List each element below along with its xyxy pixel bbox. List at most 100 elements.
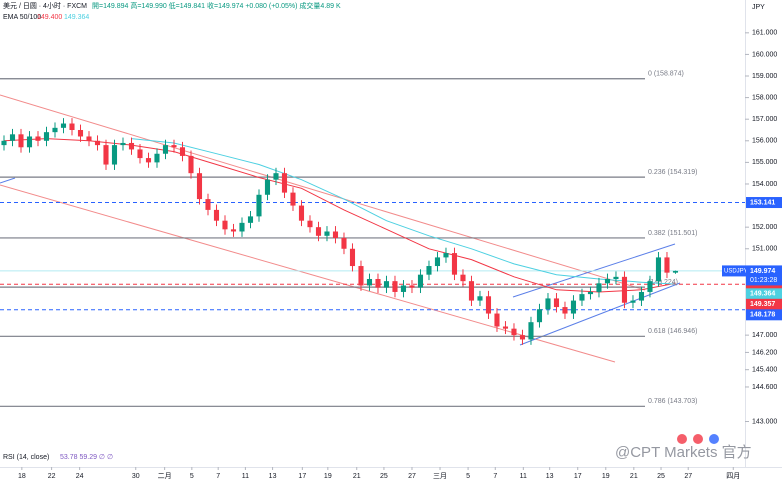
y-tick-label: 147.000 xyxy=(752,332,777,339)
y-tick-label: 158.000 xyxy=(752,94,777,101)
candle-body xyxy=(1,140,7,146)
fib-label: 0 (158.874) xyxy=(648,71,684,78)
icon xyxy=(677,434,687,444)
candle-body xyxy=(290,192,296,206)
y-tick-label: 143.000 xyxy=(752,418,777,425)
rsi-label: RSI (14, close) xyxy=(3,454,49,461)
y-tick-label: 161.000 xyxy=(752,30,777,37)
price-tag xyxy=(746,288,782,300)
candle-body xyxy=(511,328,517,336)
icon xyxy=(709,434,719,444)
candle-body xyxy=(69,123,75,130)
ema-value: 149.364 xyxy=(64,14,89,21)
rsi-values: 53.78 59.29 ∅ ∅ xyxy=(60,454,113,461)
y-tick-label: 159.000 xyxy=(752,73,777,80)
candle-body xyxy=(485,296,492,314)
x-tick-label: 21 xyxy=(353,473,361,480)
candle-body xyxy=(358,266,364,286)
candle-body xyxy=(94,140,101,146)
ema-legend: EMA 50/100 xyxy=(3,14,41,21)
watermark: @CPT Markets 官方 xyxy=(615,444,752,461)
candle-body xyxy=(315,227,322,236)
symbol-tag xyxy=(722,265,746,277)
candle-body xyxy=(451,253,458,275)
candle-body xyxy=(162,145,169,154)
y-tick-label: 154.000 xyxy=(752,181,777,188)
candle-body xyxy=(621,276,628,303)
candle-body xyxy=(383,281,390,288)
x-tick-label: 11 xyxy=(242,473,249,480)
candle-body xyxy=(655,257,662,282)
candle-body xyxy=(392,281,398,292)
candle-body xyxy=(587,291,594,295)
candle-body xyxy=(273,173,279,180)
channel-upper xyxy=(0,94,646,291)
candle-body xyxy=(494,313,500,327)
candle-body xyxy=(502,326,509,329)
x-tick-label: 25 xyxy=(657,473,665,480)
candle-body xyxy=(60,123,67,128)
y-tick-label: 156.000 xyxy=(752,138,777,145)
candle-body xyxy=(417,274,424,288)
countdown: 01:23:28 xyxy=(750,277,777,284)
symbol: 美元 / 日圆 · 4小时 · FXCM xyxy=(3,1,87,10)
candle-body xyxy=(553,298,560,308)
candle-body xyxy=(604,278,611,284)
x-tick-label: 三月 xyxy=(433,472,447,480)
candle-body xyxy=(477,296,483,301)
ema-value: 149.400 xyxy=(37,14,62,21)
x-tick-label: 二月 xyxy=(158,472,172,480)
fib-label: 0.236 (154.319) xyxy=(648,169,697,176)
candle-body xyxy=(179,147,186,156)
candle-body xyxy=(205,199,211,210)
last-price-label: 149.974 xyxy=(750,268,775,275)
y-tick-label: 151.000 xyxy=(752,246,777,253)
candle-body xyxy=(120,142,126,146)
ema-line xyxy=(131,138,676,285)
x-tick-label: 22 xyxy=(48,473,56,480)
x-tick-label: 7 xyxy=(216,473,220,480)
y-tick-label: 145.400 xyxy=(752,367,777,374)
trend-segment xyxy=(0,177,16,184)
candle-body xyxy=(341,237,347,249)
x-tick-label: 7 xyxy=(493,473,497,480)
x-tick-label: 13 xyxy=(546,473,554,480)
x-tick-label: 30 xyxy=(132,473,140,480)
last-price-tag xyxy=(746,265,782,286)
candle-body xyxy=(230,229,237,232)
candle-body xyxy=(18,134,24,148)
candle-body xyxy=(579,294,585,301)
candle-body xyxy=(672,270,679,273)
y-tick-label: 155.000 xyxy=(752,159,777,166)
y-tick-label: 146.200 xyxy=(752,349,777,356)
fib-label: 0.786 (143.703) xyxy=(648,398,697,405)
candle-body xyxy=(222,220,228,230)
x-tick-label: 21 xyxy=(630,473,638,480)
candle-body xyxy=(324,231,330,236)
candle-body xyxy=(638,291,645,301)
x-tick-label: 11 xyxy=(520,473,527,480)
candle-body xyxy=(26,136,33,148)
candle-body xyxy=(332,231,339,238)
candle-body xyxy=(536,309,543,323)
price-tag xyxy=(746,309,782,321)
candle-body xyxy=(128,142,135,150)
candle-body xyxy=(52,127,58,133)
ohlc: 開=149.894 高=149.990 低=149.841 收=149.974 … xyxy=(92,1,341,10)
fib-label: 0.618 (146.946) xyxy=(648,328,697,335)
candle-body xyxy=(443,253,449,258)
y-tick-label: 144.600 xyxy=(752,384,777,391)
candle-body xyxy=(519,335,526,340)
candle-body xyxy=(9,134,16,141)
candle-body xyxy=(375,278,381,288)
candle-body xyxy=(307,220,313,228)
candle-body xyxy=(630,300,636,303)
price-tag-label: 153.141 xyxy=(750,199,775,206)
x-tick-label: 19 xyxy=(602,473,610,480)
candle-body xyxy=(664,257,670,273)
candle-body xyxy=(188,155,194,174)
price-tag xyxy=(746,298,782,310)
candle-body xyxy=(613,276,619,279)
candle-body xyxy=(281,173,288,193)
